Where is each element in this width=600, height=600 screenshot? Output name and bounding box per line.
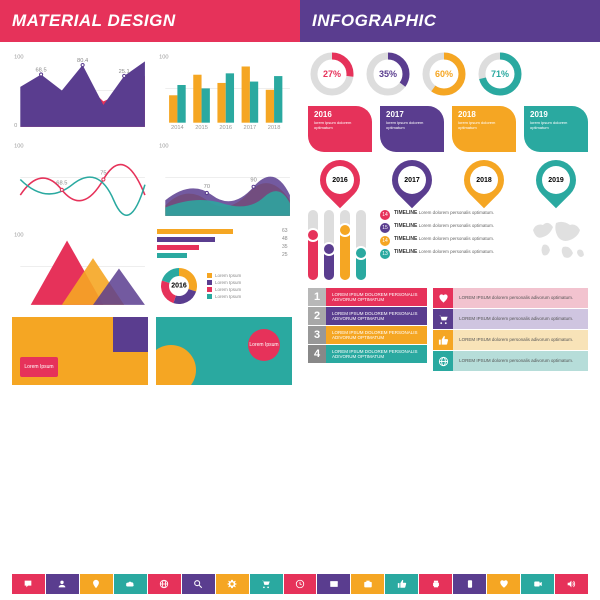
donut-chart: 71% (476, 50, 524, 98)
video-icon[interactable] (521, 574, 554, 594)
svg-text:100: 100 (159, 54, 169, 60)
numbered-bar: 1LOREM IPSUM DOLOREM PERSONALIS ADIVORUM… (308, 288, 427, 306)
svg-text:68.5: 68.5 (36, 67, 47, 73)
svg-text:75: 75 (100, 170, 106, 176)
line-chart: 100 68.5 75 (12, 139, 147, 220)
legend-item: Lorem Ipsum (207, 294, 241, 299)
numbered-bar: 3LOREM IPSUM DOLOREM PERSONALIS ADIVORUM… (308, 326, 427, 344)
timeline-item: 14TIMELINE Lorem dolorem personalis opti… (380, 210, 520, 220)
svg-text:100: 100 (159, 143, 169, 149)
timeline-item: 15TIMELINE Lorem dolorem personalis opti… (380, 223, 520, 233)
numbered-bar: 2LOREM IPSUM DOLOREM PERSONALIS ADIVORUM… (308, 307, 427, 325)
cart-icon[interactable] (250, 574, 283, 594)
svg-text:0: 0 (14, 123, 17, 129)
year-pin: 2016 (308, 160, 372, 200)
donut-chart: 35% (364, 50, 412, 98)
hbar: 25 (157, 252, 292, 258)
legend-item: Lorem Ipsum (207, 280, 241, 285)
search-icon[interactable] (182, 574, 215, 594)
header: MATERIAL DESIGN INFOGRAPHIC (0, 0, 600, 42)
timeline-item: 14TIMELINE Lorem dolorem personalis opti… (380, 236, 520, 246)
slider[interactable] (324, 210, 334, 280)
svg-text:2017: 2017 (244, 125, 257, 131)
hbar: 63 (157, 228, 292, 234)
svg-text:100: 100 (14, 232, 24, 238)
svg-text:100: 100 (14, 54, 24, 60)
mail-icon[interactable] (317, 574, 350, 594)
slider[interactable] (340, 210, 350, 280)
svg-text:2018: 2018 (268, 125, 281, 131)
year-petal: 2019lorem ipsum dolorem optimatum (524, 106, 588, 152)
icon-row: LOREM IPSUM dolorem personalis adivorum … (433, 330, 588, 350)
hbar: 48 (157, 236, 292, 242)
year-pin: 2018 (452, 160, 516, 200)
cloud-icon[interactable] (114, 574, 147, 594)
heart-icon (433, 288, 453, 308)
legend-item: Lorem Ipsum (207, 273, 241, 278)
svg-text:80.4: 80.4 (77, 58, 88, 64)
legend-item: Lorem Ipsum (207, 287, 241, 292)
svg-text:100: 100 (14, 143, 24, 149)
icon-row: LOREM IPSUM dolorem personalis adivorum … (433, 351, 588, 371)
slider[interactable] (308, 210, 318, 280)
globe-icon[interactable] (148, 574, 181, 594)
pin-icon[interactable] (80, 574, 113, 594)
wave-chart: 100 70 90 (157, 139, 292, 220)
timeline-item: 13TIMELINE Lorem dolorem personalis opti… (380, 249, 520, 259)
chat-icon[interactable] (12, 574, 45, 594)
year-pin: 2019 (524, 160, 588, 200)
svg-text:2016: 2016 (219, 125, 232, 131)
year-petal: 2016lorem ipsum dolorem optimatum (308, 106, 372, 152)
print-icon[interactable] (419, 574, 452, 594)
svg-text:2014: 2014 (171, 125, 184, 131)
phone-icon[interactable] (453, 574, 486, 594)
header-right: INFOGRAPHIC (300, 0, 600, 42)
material-card: Lorem Ipsum (156, 317, 292, 385)
thumb-icon[interactable] (385, 574, 418, 594)
svg-text:25.1: 25.1 (119, 69, 130, 75)
camera-icon[interactable] (351, 574, 384, 594)
world-map-icon (528, 210, 588, 270)
svg-text:90: 90 (250, 178, 256, 184)
cart-icon (433, 309, 453, 329)
header-left: MATERIAL DESIGN (0, 0, 300, 42)
area-chart: 100 0 68.5 80.4 25.1 (12, 50, 147, 131)
svg-text:70: 70 (204, 184, 210, 190)
svg-text:2015: 2015 (195, 125, 208, 131)
donut-chart: 60% (420, 50, 468, 98)
bar-chart: 100 2014 2015 2016 2017 2018 (157, 50, 292, 131)
year-petal: 2017lorem ipsum dolorem optimatum (380, 106, 444, 152)
year-pin: 2017 (380, 160, 444, 200)
sound-icon[interactable] (555, 574, 588, 594)
icon-row: LOREM IPSUM dolorem personalis adivorum … (433, 288, 588, 308)
globe-icon (433, 351, 453, 371)
material-card: Lorem Ipsum (12, 317, 148, 385)
donut-chart: 27% (308, 50, 356, 98)
svg-text:68.5: 68.5 (56, 181, 67, 187)
year-petal: 2018lorem ipsum dolorem optimatum (452, 106, 516, 152)
heart-icon[interactable] (487, 574, 520, 594)
icon-row: LOREM IPSUM dolorem personalis adivorum … (433, 309, 588, 329)
triangle-chart: 100 (12, 228, 147, 309)
user-icon[interactable] (46, 574, 79, 594)
donut-2016: 2016 (157, 264, 201, 308)
clock-icon[interactable] (284, 574, 317, 594)
hbar: 35 (157, 244, 292, 250)
gear-icon[interactable] (216, 574, 249, 594)
slider[interactable] (356, 210, 366, 280)
numbered-bar: 4LOREM IPSUM DOLOREM PERSONALIS ADIVORUM… (308, 345, 427, 363)
thumb-icon (433, 330, 453, 350)
hbar-donut: 63 48 35 25 2016 Lorem Ipsum Lorem Ipsum Lore… (157, 228, 292, 309)
